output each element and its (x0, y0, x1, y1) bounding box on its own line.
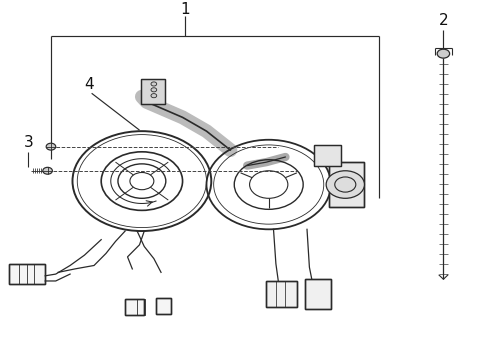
Text: 2: 2 (439, 13, 448, 28)
Bar (314, 145, 340, 166)
Bar (9, 264, 45, 284)
Bar (328, 162, 364, 207)
Circle shape (46, 143, 56, 150)
Text: 4: 4 (84, 76, 94, 92)
Text: 1: 1 (180, 2, 190, 17)
Circle shape (151, 82, 157, 86)
Bar (305, 279, 331, 309)
Circle shape (43, 167, 52, 174)
Circle shape (151, 93, 157, 98)
Bar (156, 298, 170, 314)
Bar (125, 299, 144, 315)
Bar (141, 79, 165, 104)
Bar (266, 281, 298, 307)
Bar (305, 279, 331, 309)
Bar (9, 264, 45, 284)
Circle shape (326, 171, 364, 198)
Bar (125, 299, 144, 315)
Bar (314, 145, 340, 166)
Bar (328, 162, 364, 207)
Bar (141, 79, 165, 104)
Circle shape (437, 49, 450, 58)
Bar (156, 298, 170, 314)
Text: 3: 3 (24, 135, 33, 150)
Circle shape (151, 88, 157, 92)
Bar (266, 281, 298, 307)
Bar (137, 299, 145, 315)
